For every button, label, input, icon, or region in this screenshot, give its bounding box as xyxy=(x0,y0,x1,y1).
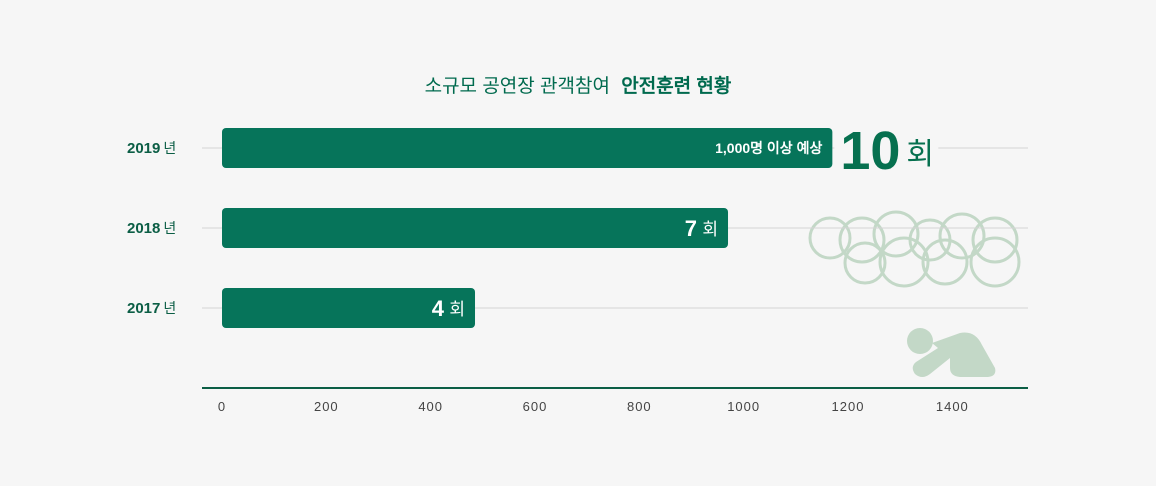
year-label-2018: 2018 년 xyxy=(127,220,176,237)
bar-2019 xyxy=(222,128,833,168)
count-unit-2018: 회 xyxy=(702,220,718,239)
year-label-2017: 2017 년 xyxy=(127,300,176,317)
bars xyxy=(222,128,833,328)
x-tick-600: 600 xyxy=(523,399,548,414)
x-tick-0: 0 xyxy=(218,399,226,414)
x-tick-200: 200 xyxy=(314,399,339,414)
title-regular: 소규모 공연장 관객참여 xyxy=(425,75,610,97)
year-unit: 년 xyxy=(163,220,176,236)
year-value: 2019 xyxy=(127,140,160,157)
count-label-2019: 10 xyxy=(840,121,900,181)
bar-2018 xyxy=(222,208,729,248)
count-unit-2017: 회 xyxy=(449,300,465,319)
count-label-2018: 7 xyxy=(685,216,697,241)
year-unit: 년 xyxy=(163,300,176,316)
x-tick-1400: 1400 xyxy=(936,399,969,414)
bar-note-2019: 1,000명 이상 예상 xyxy=(715,140,822,156)
bar-2017 xyxy=(222,288,476,328)
x-tick-labels: 0 200 400 600 800 1000 1200 1400 xyxy=(218,399,969,414)
smoke-cloud-icon xyxy=(808,210,1021,288)
title-bold: 안전훈련 현황 xyxy=(621,74,732,97)
x-tick-800: 800 xyxy=(627,399,652,414)
count-unit-2019: 회 xyxy=(906,138,934,171)
year-value: 2017 xyxy=(127,300,160,317)
year-label-2019: 2019 년 xyxy=(127,140,176,157)
year-value: 2018 xyxy=(127,220,160,237)
x-tick-400: 400 xyxy=(418,399,443,414)
count-label-bg xyxy=(834,118,939,178)
x-tick-1000: 1000 xyxy=(727,399,760,414)
year-unit: 년 xyxy=(163,140,176,156)
count-label-2017: 4 xyxy=(432,296,445,321)
crouching-person-icon xyxy=(907,328,996,377)
x-tick-1200: 1200 xyxy=(832,399,865,414)
chart-title: 소규모 공연장 관객참여 안전훈련 현황 xyxy=(425,74,732,97)
